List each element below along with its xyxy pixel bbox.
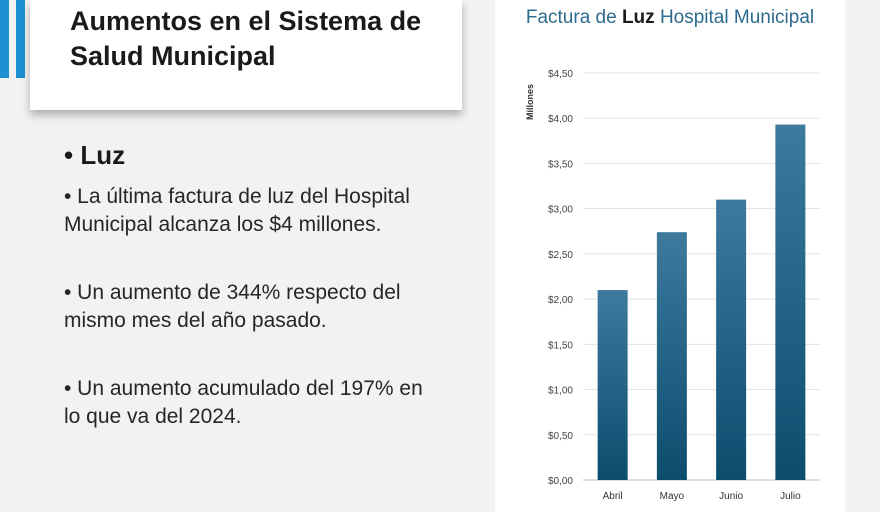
y-axis-label: Millones bbox=[525, 84, 535, 120]
x-tick-label: Mayo bbox=[660, 491, 685, 502]
bullet-content: • Luz • La última factura de luz del Hos… bbox=[64, 140, 444, 431]
chart-title-emphasis: Luz bbox=[621, 7, 655, 28]
bar-chart: $0,00 $0,50 $1,00 $1,50 $2,00 $2,50 $3,00 $3,50… bbox=[525, 69, 820, 502]
chart-card: Factura de Luz Hospital Municipal $0,00 $… bbox=[495, 0, 845, 512]
x-tick-label: Junio bbox=[719, 491, 743, 502]
x-tick-label: Abril bbox=[603, 491, 623, 502]
y-tick-label: $2,50 bbox=[548, 250, 573, 261]
bar bbox=[775, 124, 806, 480]
section-heading: • Luz bbox=[64, 140, 126, 170]
y-tick-label: $0,50 bbox=[548, 431, 573, 442]
slide-title: Aumentos en el Sistema de Salud Municipa… bbox=[70, 6, 422, 71]
chart-title-part-1: Factura de bbox=[525, 7, 622, 28]
chart-title: Factura de Luz Hospital Municipal bbox=[495, 3, 845, 32]
y-tick-label: $2,00 bbox=[548, 295, 573, 306]
y-tick-label: $0,00 bbox=[548, 476, 573, 487]
accent-bar-right bbox=[16, 0, 25, 78]
bar bbox=[656, 232, 687, 480]
accent-bar-left bbox=[0, 0, 9, 78]
y-tick-label: $3,50 bbox=[548, 159, 573, 170]
y-tick-label: $1,00 bbox=[548, 386, 573, 397]
chart-title-part-2: Hospital Municipal bbox=[654, 7, 815, 28]
bar bbox=[716, 199, 747, 480]
bar bbox=[597, 290, 628, 480]
y-tick-label: $1,50 bbox=[548, 340, 573, 351]
bullet-point-3: • Un aumento acumulado del 197% en lo qu… bbox=[64, 377, 423, 428]
x-tick-label: Julio bbox=[780, 491, 801, 502]
y-tick-label: $4,50 bbox=[548, 69, 573, 80]
y-tick-label: $3,00 bbox=[548, 205, 573, 216]
title-card: Aumentos en el Sistema de Salud Municipa… bbox=[30, 0, 462, 110]
y-tick-label: $4,00 bbox=[548, 114, 573, 125]
bullet-point-2: • Un aumento de 344% respecto del mismo … bbox=[64, 281, 401, 332]
bullet-point-1: • La última factura de luz del Hospital … bbox=[64, 185, 410, 236]
